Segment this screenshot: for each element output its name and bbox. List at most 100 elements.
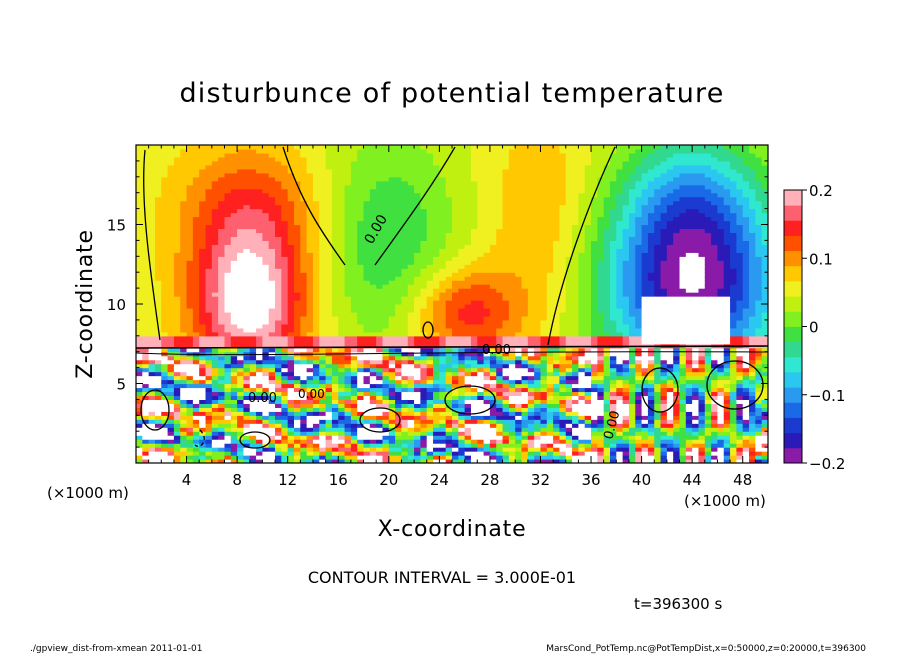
heatmap-cell (173, 272, 181, 277)
heatmap-cell (294, 248, 301, 253)
heatmap-cell (275, 260, 282, 265)
heatmap-cell (477, 459, 485, 463)
heatmap-cell (414, 176, 421, 182)
heatmap-cell (199, 435, 207, 440)
heatmap-cell (338, 156, 346, 162)
heatmap-cell (426, 220, 434, 226)
heatmap-cell (496, 164, 504, 170)
heatmap-cell (205, 395, 213, 400)
heatmap-cell (464, 204, 472, 210)
heatmap-cell (439, 188, 447, 194)
heatmap-cell (508, 331, 516, 337)
heatmap-cell (470, 145, 478, 150)
heatmap-cell (458, 363, 466, 369)
heatmap-cell (306, 371, 314, 377)
heatmap-cell (249, 351, 257, 357)
heatmap-cell (211, 200, 219, 206)
heatmap-cell (395, 204, 403, 210)
heatmap-cell (350, 347, 358, 353)
heatmap-cell (357, 311, 365, 317)
heatmap-cell (363, 145, 371, 150)
heatmap-cell (300, 284, 308, 289)
heatmap-cell (275, 363, 282, 369)
heatmap-cell (426, 311, 434, 317)
heatmap-cell (281, 371, 289, 377)
heatmap-cell (521, 145, 529, 150)
heatmap-cell (154, 220, 162, 226)
heatmap-cell (256, 276, 263, 281)
heatmap-cell (205, 319, 213, 325)
heatmap-cell (136, 304, 143, 309)
heatmap-cell (452, 296, 459, 301)
heatmap-cell (243, 256, 251, 261)
heatmap-cell (256, 252, 263, 257)
heatmap-cell (211, 168, 219, 174)
heatmap-cell (142, 459, 150, 463)
heatmap-cell (433, 339, 440, 345)
heatmap-cell (439, 447, 447, 452)
heatmap-cell (186, 411, 194, 416)
heatmap-cell (243, 276, 251, 281)
heatmap-cell (515, 451, 523, 456)
heatmap-cell (350, 244, 358, 249)
heatmap-cell (300, 459, 308, 463)
heatmap-cell (148, 443, 156, 448)
heatmap-cell (496, 371, 504, 377)
heatmap-cell (224, 180, 232, 186)
heatmap-cell (452, 184, 459, 190)
heatmap-cell (464, 347, 472, 353)
heatmap-cell (521, 323, 529, 329)
heatmap-cell (452, 455, 459, 460)
heatmap-cell (186, 224, 194, 230)
heatmap-cell (502, 212, 510, 218)
heatmap-cell (369, 419, 377, 424)
heatmap-cell (331, 232, 339, 238)
heatmap-cell (312, 296, 320, 301)
heatmap-cell (211, 288, 219, 293)
heatmap-cell (508, 292, 516, 297)
heatmap-cell (401, 196, 409, 202)
heatmap-cell (186, 192, 194, 198)
heatmap-cell (268, 260, 276, 265)
heatmap-cell (199, 415, 207, 420)
heatmap-cell (521, 292, 529, 297)
heatmap-cell (426, 395, 434, 400)
heatmap-cell (243, 168, 251, 174)
heatmap-cell (142, 280, 150, 285)
heatmap-cell (445, 152, 453, 158)
heatmap-cell (148, 260, 156, 265)
heatmap-cell (249, 276, 257, 281)
heatmap-cell (275, 399, 282, 404)
heatmap-cell (142, 152, 150, 158)
heatmap-cell (199, 168, 207, 174)
heatmap-cell (395, 256, 403, 261)
heatmap-cell (407, 423, 415, 428)
heatmap-cell (445, 232, 453, 238)
heatmap-cell (445, 145, 453, 150)
heatmap-cell (363, 355, 371, 361)
heatmap-cell (388, 367, 396, 373)
heatmap-cell (363, 375, 371, 381)
heatmap-cell (420, 375, 428, 381)
heatmap-cell (192, 347, 200, 353)
heatmap-cell (420, 152, 428, 158)
heatmap-cell (268, 256, 276, 261)
heatmap-cell (407, 447, 415, 452)
heatmap-cell (433, 200, 440, 206)
heatmap-cell (275, 264, 282, 269)
heatmap-cell (249, 200, 257, 206)
heatmap-cell (369, 164, 377, 170)
heatmap-cell (230, 304, 238, 309)
heatmap-cell (527, 367, 535, 373)
heatmap-cell (376, 240, 384, 245)
heatmap-cell (199, 359, 207, 365)
heatmap-cell (199, 335, 207, 341)
heatmap-cell (344, 367, 352, 373)
heatmap-cell (350, 284, 358, 289)
heatmap-cell (148, 431, 156, 436)
heatmap-cell (237, 192, 245, 198)
heatmap-cell (496, 411, 504, 416)
heatmap-cell (445, 164, 453, 170)
heatmap-cell (249, 355, 257, 361)
heatmap-cell (287, 315, 295, 321)
